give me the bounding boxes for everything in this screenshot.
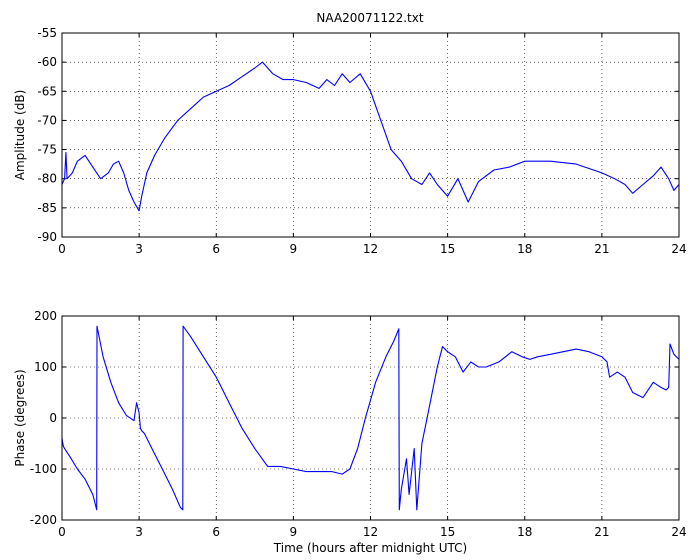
phase-ylabel: Phase (degrees) xyxy=(13,369,27,466)
phase-series-line xyxy=(61,325,680,511)
phase-xtick-label: 3 xyxy=(135,525,143,539)
amplitude-xtick-label: 21 xyxy=(594,242,609,256)
amplitude-axes: 0 3 6 9 12 15 18 21 24 -90 -85 -80 -75 -70 -65 -60 -55 Am… xyxy=(13,26,687,256)
amplitude-ytick-label: -55 xyxy=(37,26,57,40)
phase-ytick-label: -100 xyxy=(30,462,57,476)
phase-xtick-label: 12 xyxy=(363,525,378,539)
figure-title: NAA20071122.txt xyxy=(316,11,423,25)
amplitude-ytick-label: -90 xyxy=(37,230,57,244)
phase-xtick-label: 15 xyxy=(440,525,455,539)
amplitude-ytick-label: -75 xyxy=(37,143,57,157)
amplitude-xtick-label: 24 xyxy=(671,242,686,256)
amplitude-ylabel: Amplitude (dB) xyxy=(13,90,27,181)
amplitude-axes-frame xyxy=(61,32,680,238)
amplitude-ytick-label: -70 xyxy=(37,113,57,127)
amplitude-ytick-label: -60 xyxy=(37,55,57,69)
amplitude-xtick-label: 12 xyxy=(363,242,378,256)
phase-axes-frame xyxy=(61,315,680,521)
phase-xtick-label: 0 xyxy=(58,525,66,539)
phase-ytick-label: 0 xyxy=(49,411,57,425)
phase-xtick-label: 21 xyxy=(594,525,609,539)
amplitude-xtick-label: 0 xyxy=(58,242,66,256)
amplitude-series-line xyxy=(61,61,680,212)
amplitude-xtick-label: 9 xyxy=(290,242,298,256)
amplitude-ytick-label: -80 xyxy=(37,172,57,186)
phase-xlabel: Time (hours after midnight UTC) xyxy=(273,541,467,555)
phase-ytick-label: -200 xyxy=(30,513,57,527)
phase-ytick-label: 100 xyxy=(34,360,57,374)
amplitude-xtick-label: 6 xyxy=(212,242,220,256)
amplitude-xtick-label: 15 xyxy=(440,242,455,256)
phase-xtick-label: 9 xyxy=(290,525,298,539)
phase-xtick-label: 24 xyxy=(671,525,686,539)
phase-xtick-label: 18 xyxy=(517,525,532,539)
phase-ytick-label: 200 xyxy=(34,309,57,323)
amplitude-plot-area xyxy=(62,33,679,237)
amplitude-ytick-label: -85 xyxy=(37,201,57,215)
phase-xtick-label: 6 xyxy=(212,525,220,539)
phase-axes: 0 3 6 9 12 15 18 21 24 -200 -100 0 100 200 Phase (degr… xyxy=(13,309,687,555)
amplitude-xtick-label: 18 xyxy=(517,242,532,256)
amplitude-ytick-label: -65 xyxy=(37,84,57,98)
amplitude-xtick-label: 3 xyxy=(135,242,143,256)
